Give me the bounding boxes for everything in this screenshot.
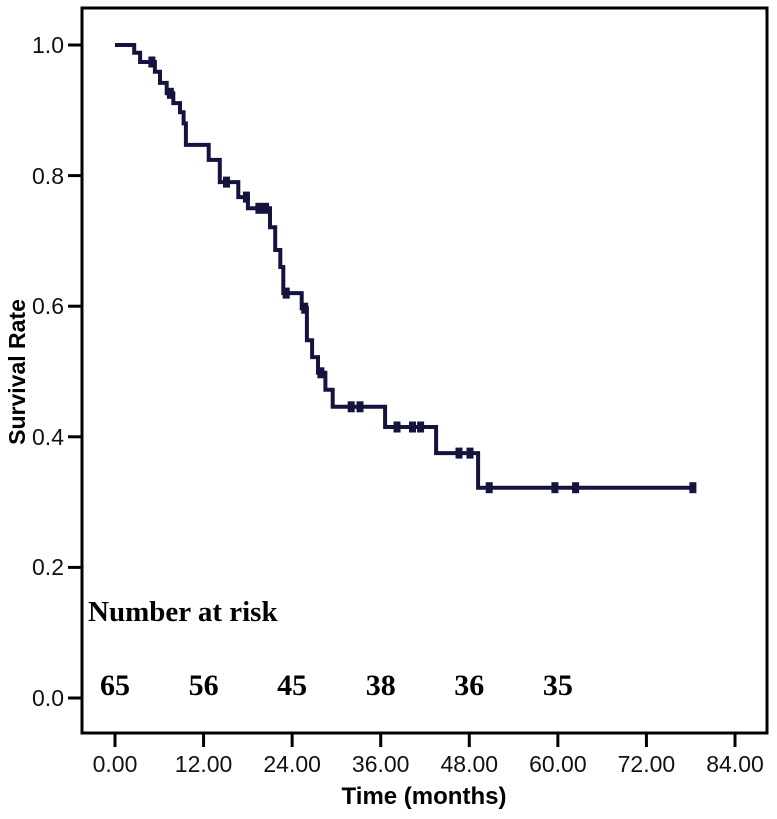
censor-mark <box>466 447 474 459</box>
censor-mark <box>689 482 697 494</box>
risk-count: 65 <box>100 669 130 702</box>
censor-mark <box>485 482 493 494</box>
censor-mark <box>262 202 270 214</box>
censor-mark <box>255 202 263 214</box>
censor-mark <box>455 447 463 459</box>
plot-frame <box>80 6 769 735</box>
y-tick-label: 0.6 <box>32 293 64 320</box>
censor-mark <box>393 421 401 433</box>
number-at-risk-label: Number at risk <box>88 596 278 628</box>
x-axis-title: Time (months) <box>341 783 507 810</box>
y-tick-label: 0.4 <box>32 423 64 450</box>
censor-mark <box>317 367 325 379</box>
risk-count: 56 <box>188 669 219 702</box>
x-tick-label: 84.00 <box>706 751 764 777</box>
x-tick-label: 0.00 <box>92 751 138 777</box>
x-tick-label: 48.00 <box>440 751 499 777</box>
censor-mark <box>282 287 290 299</box>
risk-count: 35 <box>542 669 573 702</box>
x-tick-label: 60.00 <box>529 751 587 777</box>
censor-mark <box>356 401 364 413</box>
x-tick-label: 24.00 <box>263 751 321 777</box>
risk-count: 45 <box>277 669 308 702</box>
censor-mark <box>242 191 250 203</box>
risk-count: 38 <box>365 669 396 702</box>
censor-mark <box>223 176 230 188</box>
x-tick-label: 12.00 <box>174 751 233 777</box>
censor-mark <box>551 482 559 494</box>
censor-mark <box>301 302 309 314</box>
risk-count: 36 <box>454 669 485 702</box>
censor-mark <box>148 56 156 68</box>
y-tick-label: 1.0 <box>32 32 64 58</box>
censor-mark <box>572 482 580 494</box>
survival-curve <box>115 43 693 490</box>
censor-mark <box>409 421 416 433</box>
censor-mark <box>347 401 355 413</box>
censor-mark <box>166 87 174 99</box>
y-axis-title: Survival Rate <box>4 299 30 445</box>
censor-mark <box>417 421 425 433</box>
y-tick-label: 0.8 <box>32 162 64 189</box>
y-tick-label: 0.2 <box>32 554 64 581</box>
x-tick-label: 36.00 <box>351 751 410 777</box>
y-tick-label: 0.0 <box>32 685 64 711</box>
x-tick-label: 72.00 <box>617 751 676 777</box>
